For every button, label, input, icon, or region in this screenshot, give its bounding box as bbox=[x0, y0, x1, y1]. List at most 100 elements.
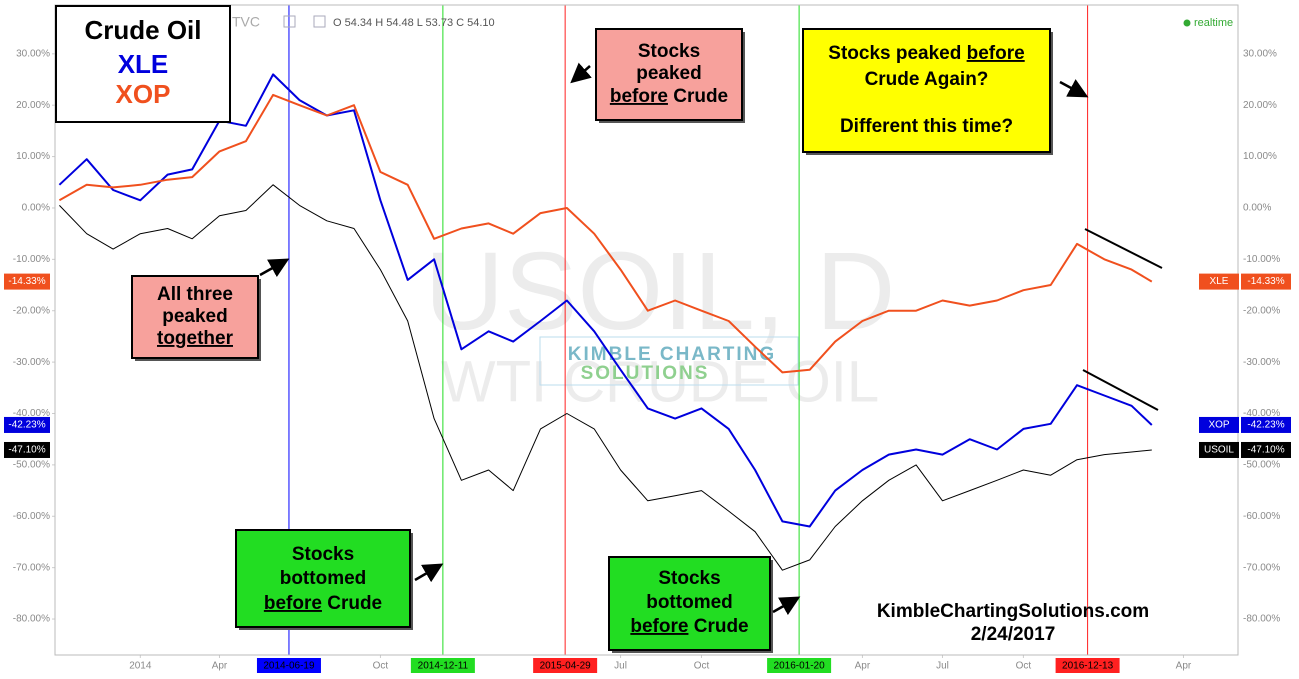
symbol-badge bbox=[1199, 441, 1239, 458]
arrows bbox=[259, 62, 1089, 616]
y-tick-label: 10.00% bbox=[16, 151, 50, 162]
y-tick-label-right: -40.00% bbox=[1243, 408, 1280, 419]
x-tick-label: Oct bbox=[373, 661, 389, 672]
trend-lines bbox=[1082, 228, 1163, 411]
x-tick-label: Oct bbox=[1016, 661, 1032, 672]
annotation-text: Stocks bbox=[638, 41, 700, 62]
event-label: 2015-04-29 bbox=[540, 661, 592, 672]
signature: KimbleChartingSolutions.com bbox=[877, 601, 1149, 622]
annotation-box bbox=[235, 529, 411, 628]
event-label: 2014-12-11 bbox=[418, 661, 469, 672]
y-tick-label-right: 30.00% bbox=[1243, 48, 1277, 59]
x-tick-label: Jul bbox=[936, 661, 949, 672]
symbol-badge-label: XOP bbox=[1208, 420, 1229, 431]
ohlc: O 54.34 H 54.48 L 53.73 C 54.10 bbox=[333, 17, 495, 29]
x-tick-label: Apr bbox=[212, 661, 228, 672]
arrow bbox=[1059, 79, 1089, 98]
annotation-segment: Crude bbox=[668, 86, 728, 107]
annotation-segment: Crude Again? bbox=[865, 69, 989, 90]
arrow bbox=[414, 563, 444, 583]
y-tick-label-right: -30.00% bbox=[1243, 357, 1280, 368]
annotation-text: bottomed bbox=[280, 568, 367, 589]
status-dot bbox=[1183, 19, 1191, 27]
annotation-segment: Stocks bbox=[292, 544, 354, 565]
annotation-segment: peaked bbox=[636, 63, 701, 84]
legend-entry: XLE bbox=[118, 49, 169, 79]
trend-line bbox=[1082, 369, 1159, 411]
x-tick-label: Oct bbox=[694, 661, 710, 672]
value-badge-label: -42.23% bbox=[1247, 420, 1284, 431]
annotation-segment: before bbox=[967, 43, 1025, 64]
watermark-symbol: USOIL, D bbox=[425, 230, 896, 353]
plot-frame bbox=[54, 4, 1239, 656]
value-badge bbox=[1241, 441, 1291, 458]
header: TVC O 54.34 H 54.48 L 53.73 C 54.10 real… bbox=[232, 14, 1233, 30]
y-tick-label-right: -60.00% bbox=[1243, 511, 1280, 522]
y-tick-label-right: -20.00% bbox=[1243, 305, 1280, 316]
arrow bbox=[570, 62, 592, 84]
value-badge-label: -47.10% bbox=[8, 445, 45, 456]
icon bbox=[283, 15, 296, 28]
series-line bbox=[58, 93, 1153, 374]
legend-box bbox=[55, 5, 231, 123]
y-tick-label: -30.00% bbox=[13, 357, 50, 368]
event-badge bbox=[767, 658, 832, 673]
y-tick-label-right: 0.00% bbox=[1243, 203, 1271, 214]
annotation-segment: Crude bbox=[322, 593, 382, 614]
logo-frame bbox=[539, 336, 799, 386]
annotation-box bbox=[131, 275, 259, 359]
annotation-text: Different this time? bbox=[840, 116, 1013, 137]
value-badge bbox=[1241, 273, 1291, 290]
y-tick-label-right: -70.00% bbox=[1243, 562, 1280, 573]
event-label: 2016-12-13 bbox=[1062, 661, 1114, 672]
annotation-segment: Crude bbox=[688, 616, 748, 637]
symbol: TVC bbox=[232, 14, 260, 30]
legend-entry: XOP bbox=[116, 79, 171, 109]
annotation-text: Stocks peaked before bbox=[828, 43, 1024, 64]
plot bbox=[52, 5, 1184, 658]
arrow bbox=[772, 596, 801, 616]
logo: KIMBLE CHARTING SOLUTIONS bbox=[539, 336, 799, 386]
symbol-badge bbox=[1199, 273, 1239, 290]
signature: 2/24/2017 bbox=[971, 624, 1056, 645]
annotation-segment: bottomed bbox=[280, 568, 367, 589]
x-tick-label: Apr bbox=[855, 661, 871, 672]
event-badge bbox=[533, 658, 598, 673]
event-label: 2016-01-20 bbox=[774, 661, 826, 672]
series-line bbox=[59, 184, 1152, 571]
legend-entry: Crude Oil bbox=[84, 15, 201, 45]
annotation-segment: Stocks peaked bbox=[828, 43, 966, 64]
y-tick-label: 30.00% bbox=[16, 48, 50, 59]
trend-line bbox=[1084, 228, 1163, 269]
annotation-segment: before bbox=[610, 86, 668, 107]
x-tick-label: 2014 bbox=[129, 661, 152, 672]
annotation-text: together bbox=[157, 328, 234, 349]
symbol-badge bbox=[1199, 416, 1239, 433]
annotation-text: Crude Again? bbox=[865, 69, 989, 90]
y-tick-label: -10.00% bbox=[13, 254, 50, 265]
event-badge bbox=[256, 658, 321, 673]
annotation-segment: before bbox=[264, 593, 322, 614]
event-badge bbox=[410, 658, 475, 673]
icon bbox=[313, 15, 326, 28]
logo-line: KIMBLE CHARTING bbox=[568, 344, 776, 365]
value-badge bbox=[1241, 416, 1291, 433]
y-tick-label-right: -50.00% bbox=[1243, 460, 1280, 471]
annotation-segment: bottomed bbox=[646, 592, 733, 613]
symbol-badge-label: XLE bbox=[1210, 276, 1229, 287]
annotation-segment: Stocks bbox=[638, 41, 700, 62]
annotation-box bbox=[608, 556, 771, 651]
annotation-text: peaked bbox=[162, 306, 227, 327]
value-badge-label: -47.10% bbox=[1247, 445, 1284, 456]
x-tick-label: Jul bbox=[614, 661, 627, 672]
y-tick-label-right: -10.00% bbox=[1243, 254, 1280, 265]
y-tick-label: -70.00% bbox=[13, 562, 50, 573]
value-badge bbox=[4, 416, 50, 433]
y-tick-label-right: -80.00% bbox=[1243, 614, 1280, 625]
annotation-text: All three bbox=[157, 284, 233, 305]
annotation-text: Stocks bbox=[658, 568, 720, 589]
annotation-box bbox=[802, 28, 1051, 153]
